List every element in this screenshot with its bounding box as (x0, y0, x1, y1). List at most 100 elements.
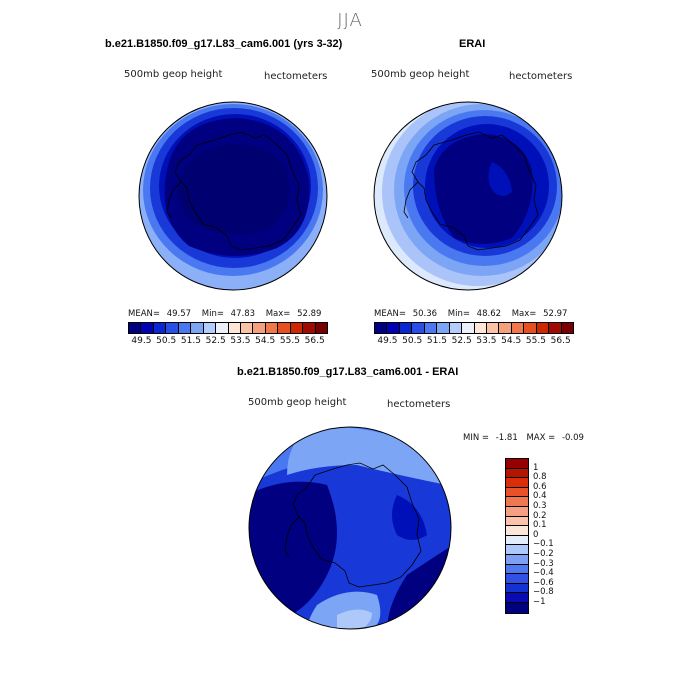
panel-title-erai: ERAI (459, 38, 486, 50)
colorbar-swatch (166, 323, 179, 333)
mean-value-erai: 50.36 (412, 309, 438, 319)
max-label-model: Max= (265, 309, 291, 319)
colorbar-swatch (228, 323, 241, 333)
colorbar-swatch (153, 323, 167, 333)
mean-label-erai: MEAN= (374, 309, 406, 319)
min-value-diff: -1.81 (495, 433, 518, 443)
colorbar-tick-label: −0.6 (533, 577, 554, 588)
colorbar-swatch (216, 323, 229, 333)
mean-value-model: 49.57 (166, 309, 192, 319)
colorbar-swatch (511, 323, 525, 333)
colorbar-tick-label: 54.5 (501, 336, 522, 346)
colorbar-swatch (506, 545, 528, 555)
colorbar-tick-label: 52.5 (451, 336, 472, 346)
colorbar-swatch (506, 506, 528, 517)
colorbar-swatch (506, 478, 528, 488)
field-label-diff: 500mb geop height (248, 397, 347, 408)
units-label-model: hectometers (264, 71, 328, 82)
colorbar-swatch (536, 323, 550, 333)
colorbar-tick-label: 49.5 (131, 336, 152, 346)
colorbar-tick-label: 51.5 (426, 336, 447, 346)
colorbar-tick-label: 0.8 (533, 472, 547, 483)
colorbar-tick-label: 56.5 (304, 336, 325, 346)
units-label-diff: hectometers (387, 399, 451, 410)
colorbar-swatch (506, 487, 528, 498)
colorbar-swatch (265, 323, 279, 333)
panel-title-diff: b.e21.B1850.f09_g17.L83_cam6.001 - ERAI (237, 366, 459, 378)
colorbar-tick-label: 0 (533, 529, 539, 540)
colorbar-tick-label: 1 (533, 462, 539, 473)
min-label-model: Min= (201, 309, 224, 319)
max-value-diff: -0.09 (561, 433, 584, 443)
colorbar-tick-label: 0.1 (533, 520, 547, 531)
colorbar-erai (374, 322, 574, 334)
colorbar-tick-label: −0.1 (533, 539, 554, 550)
colorbar-swatch (303, 323, 316, 333)
field-label-model: 500mb geop height (124, 69, 223, 80)
min-label-diff: MIN = (463, 433, 490, 443)
colorbar-swatch (278, 323, 291, 333)
colorbar-tick-label: −1 (533, 597, 546, 607)
colorbar-swatch (399, 323, 413, 333)
colorbar-tick-label: −0.3 (533, 558, 554, 569)
colorbar-swatch (437, 323, 450, 333)
colorbar-tick-label: 50.5 (156, 336, 177, 346)
colorbar-swatch (387, 323, 400, 333)
polar-map-erai (373, 101, 563, 291)
colorbar-swatch (462, 323, 475, 333)
colorbar-tick-label: 49.5 (377, 336, 398, 346)
colorbar-swatch (506, 593, 528, 603)
min-value-erai: 48.62 (476, 309, 502, 319)
colorbar-swatch (424, 323, 438, 333)
max-label-diff: MAX = (526, 433, 556, 443)
colorbar-swatch (561, 323, 573, 333)
polar-map-diff (248, 426, 452, 630)
colorbar-swatch (129, 323, 142, 333)
colorbar-swatch (506, 497, 528, 507)
colorbar-swatch (290, 323, 304, 333)
colorbar-swatch (315, 323, 327, 333)
colorbar-tick-label: 51.5 (180, 336, 201, 346)
min-label-erai: Min= (447, 309, 470, 319)
colorbar-swatch (412, 323, 425, 333)
colorbar-swatch (506, 574, 528, 584)
figure-title: JJA (337, 10, 363, 31)
max-label-erai: Max= (511, 309, 537, 319)
colorbar-swatch (253, 323, 266, 333)
colorbar-swatch (506, 602, 528, 613)
colorbar-swatch (506, 535, 528, 546)
colorbar-swatch (524, 323, 537, 333)
colorbar-ticks-model: 49.5 50.5 51.5 52.5 53.5 54.5 55.5 56.5 (128, 336, 326, 348)
colorbar-tick-label: 0.4 (533, 491, 547, 502)
antarctica-outline-model (174, 131, 302, 251)
colorbar-tick-label: −0.4 (533, 568, 554, 579)
colorbar-tick-label: 53.5 (230, 336, 251, 346)
colorbar-swatch (474, 323, 487, 333)
colorbar-tick-label: 50.5 (402, 336, 423, 346)
colorbar-swatch (141, 323, 154, 333)
colorbar-swatch (178, 323, 192, 333)
min-value-model: 47.83 (230, 309, 256, 319)
colorbar-swatch (506, 564, 528, 575)
mean-label-model: MEAN= (128, 309, 160, 319)
colorbar-tick-label: 52.5 (205, 336, 226, 346)
colorbar-ticks-diff: 1 0.8 0.6 0.4 0.3 0.2 0.1 0 −0.1 −0.2 −0.3 −0.4 −0.6… (533, 458, 573, 622)
colorbar-tick-label: 0.3 (533, 501, 547, 511)
field-label-erai: 500mb geop height (371, 69, 470, 80)
colorbar-swatch (449, 323, 463, 333)
polar-map-model (138, 101, 328, 291)
colorbar-ticks-erai: 49.5 50.5 51.5 52.5 53.5 54.5 55.5 56.5 (374, 336, 572, 348)
colorbar-diff (505, 458, 529, 614)
colorbar-swatch (499, 323, 512, 333)
colorbar-tick-label: −0.2 (533, 549, 554, 559)
colorbar-swatch (203, 323, 217, 333)
max-value-erai: 52.97 (543, 309, 568, 319)
colorbar-tick-label: 55.5 (525, 336, 546, 346)
units-label-erai: hectometers (509, 71, 573, 82)
colorbar-swatch (506, 526, 528, 536)
colorbar-tick-label: 56.5 (550, 336, 571, 346)
colorbar-tick-label: 54.5 (255, 336, 276, 346)
colorbar-tick-label: 0.2 (533, 510, 547, 521)
colorbar-tick-label: 53.5 (476, 336, 497, 346)
antarctica-outline-diff (292, 462, 422, 588)
